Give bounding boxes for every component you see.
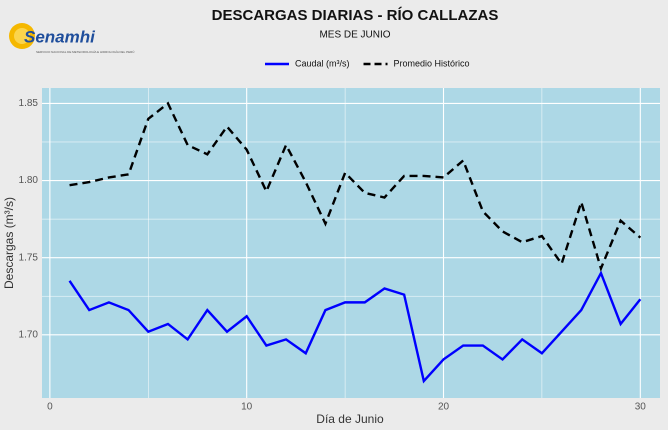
y-tick-label: 1.80 bbox=[19, 175, 39, 186]
x-axis-label: Día de Junio bbox=[316, 412, 384, 426]
chart-subtitle: MES DE JUNIO bbox=[319, 30, 390, 41]
logo: Senamhi SERVICIO NACIONAL DE METEOROLOGÍ… bbox=[9, 23, 134, 54]
series-line bbox=[68, 270, 642, 384]
y-tick-label: 1.85 bbox=[19, 98, 39, 109]
legend-label: Promedio Histórico bbox=[394, 58, 470, 68]
y-tick-label: 1.75 bbox=[19, 252, 39, 263]
x-tick-label: 0 bbox=[47, 402, 53, 413]
logo-sun-core bbox=[14, 28, 30, 44]
legend-label: Caudal (m³/s) bbox=[295, 58, 350, 68]
x-tick-label: 10 bbox=[241, 402, 253, 413]
logo-name: Senamhi bbox=[24, 27, 96, 46]
x-tick-label: 30 bbox=[635, 402, 647, 413]
y-tick-label: 1.70 bbox=[19, 329, 39, 340]
logo-tagline: SERVICIO NACIONAL DE METEOROLOGÍA E HIDR… bbox=[36, 49, 134, 54]
chart-title: DESCARGAS DIARIAS - RÍO CALLAZAS bbox=[212, 7, 499, 24]
y-axis-label: Descargas (m³/s) bbox=[2, 197, 16, 289]
plot-background bbox=[42, 88, 660, 398]
x-tick-label: 20 bbox=[438, 402, 450, 413]
